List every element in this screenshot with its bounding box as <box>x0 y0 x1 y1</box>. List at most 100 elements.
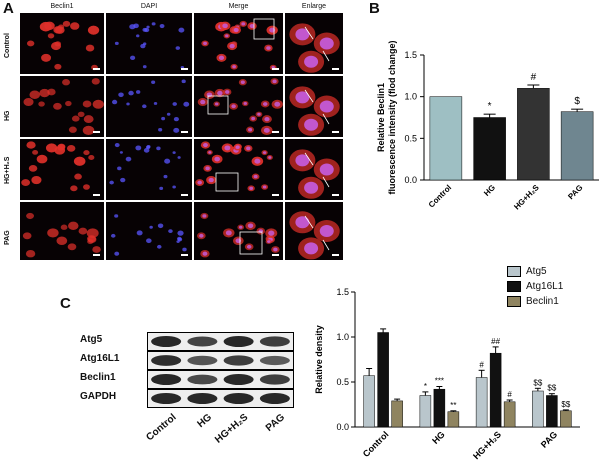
significance-mark: $$ <box>533 378 542 387</box>
micrograph-tile-control-beclin1 <box>20 13 104 74</box>
panel-c-label: C <box>60 295 71 312</box>
y-tick-label: 1.0 <box>336 332 349 342</box>
blot-band <box>187 355 218 366</box>
blot-band <box>151 374 182 385</box>
scale-bar <box>93 194 100 196</box>
y-tick-label: 0.5 <box>404 133 417 143</box>
y-tick-label: 0.0 <box>336 422 349 432</box>
blot-label-atg5: Atg5 <box>80 334 103 345</box>
significance-mark: $ <box>574 96 580 107</box>
micrograph-tile-hghs-merge <box>194 139 283 200</box>
scale-bar <box>332 68 339 70</box>
bar-2 <box>517 88 550 181</box>
blot-band <box>151 336 182 347</box>
column-header-enlarge: Enlarge <box>301 3 327 10</box>
blot-strip-beclin1 <box>147 370 294 389</box>
legend-swatch <box>507 296 521 307</box>
blot-band <box>259 355 290 366</box>
micrograph-tile-hg-beclin1 <box>20 76 104 137</box>
arrow-icon <box>322 50 330 62</box>
x-tick-label: HG <box>482 183 497 198</box>
bar-beclin1-3 <box>560 410 572 428</box>
arrow-icon <box>322 239 330 251</box>
scale-bar <box>181 254 188 256</box>
legend-item-atg16l1: Atg16L1 <box>507 281 563 292</box>
y-axis-label: fluorescence intensity (flod change) <box>387 40 397 194</box>
blot-strip-atg16l1 <box>147 351 294 370</box>
column-header-dapi: DAPI <box>140 3 158 10</box>
bar-atg5-0 <box>363 375 375 428</box>
y-tick-label: 0.0 <box>404 175 417 185</box>
legend-swatch <box>507 281 521 292</box>
legend-label: Atg16L1 <box>526 281 564 292</box>
enlarge-region-box <box>253 18 275 40</box>
scale-bar <box>93 68 100 70</box>
micrograph-tile-control-enlarge <box>285 13 343 74</box>
scale-bar <box>272 68 279 70</box>
legend-label: Beclin1 <box>526 296 559 307</box>
blot-band <box>223 374 254 385</box>
scale-bar <box>93 254 100 256</box>
enlarge-region-box <box>239 231 263 255</box>
scale-bar <box>181 68 188 70</box>
western-blot: Atg5 Atg16L1 Beclin1 GAPDH Control HG HG+H₂S PA… <box>80 332 295 462</box>
arrow-icon <box>322 176 330 188</box>
scale-bar <box>332 254 339 256</box>
density-legend: Atg5 Atg16L1 Beclin1 <box>507 266 607 326</box>
x-tick-label: HG <box>430 429 447 446</box>
blot-band <box>151 393 182 404</box>
bar-atg5-3 <box>532 390 544 428</box>
y-axis-label: Relative density <box>314 325 324 394</box>
blot-lane-label-2: HG+H₂S <box>213 412 251 446</box>
micrograph-tile-hghs-dapi <box>106 139 192 200</box>
blot-lane-label-3: PAG <box>263 412 287 434</box>
significance-mark: * <box>424 382 427 391</box>
scale-bar <box>181 194 188 196</box>
arrow-icon <box>304 152 314 166</box>
row-header-3: PAG <box>4 230 11 245</box>
bar-beclin1-1 <box>447 411 460 428</box>
bar-atg5-2 <box>475 377 488 428</box>
row-header-0: Control <box>4 32 11 58</box>
bar-atg5-1 <box>419 395 432 428</box>
panel-b-label: B <box>369 0 380 17</box>
arrow-icon <box>322 113 330 125</box>
enlarge-region-box <box>215 172 239 192</box>
micrograph-tile-hg-enlarge <box>285 76 343 137</box>
arrow-icon <box>304 26 314 40</box>
scale-bar <box>272 254 279 256</box>
blot-band <box>187 393 218 404</box>
column-header-merge: Merge <box>228 3 249 10</box>
micrograph-tile-hghs-enlarge <box>285 139 343 200</box>
blot-label-atg16l1: Atg16L1 <box>80 353 120 364</box>
blot-label-beclin1: Beclin1 <box>80 372 116 383</box>
scale-bar <box>332 131 339 133</box>
legend-label: Atg5 <box>526 266 547 277</box>
blot-label-gapdh: GAPDH <box>80 391 117 402</box>
x-tick-label: Control <box>361 429 391 459</box>
significance-mark: # <box>531 72 537 83</box>
blot-band <box>223 355 254 366</box>
scale-bar <box>181 131 188 133</box>
blot-strip-gapdh <box>147 389 294 408</box>
x-tick-label: HG+H₂S <box>471 429 503 461</box>
blot-strip-atg5 <box>147 332 294 351</box>
blot-lane-label-1: HG <box>195 412 215 431</box>
significance-mark: ## <box>491 337 500 346</box>
bar-3 <box>560 111 594 181</box>
x-tick-label: PAG <box>566 183 584 201</box>
y-tick-label: 1.5 <box>404 50 417 60</box>
scale-bar <box>332 194 339 196</box>
legend-swatch <box>507 266 521 277</box>
legend-item-beclin1: Beclin1 <box>507 296 559 307</box>
blot-band <box>223 336 254 347</box>
blot-band <box>259 374 290 385</box>
row-header-2: HG+H₂S <box>4 156 11 184</box>
scale-bar <box>93 131 100 133</box>
panel-a-label: A <box>3 0 14 17</box>
micrograph-tile-control-dapi <box>106 13 192 74</box>
significance-mark: # <box>507 390 512 399</box>
x-tick-label: HG+H₂S <box>512 183 541 212</box>
y-axis-label: Relative Beclin1 <box>376 83 386 152</box>
y-tick-label: 0.5 <box>336 377 349 387</box>
